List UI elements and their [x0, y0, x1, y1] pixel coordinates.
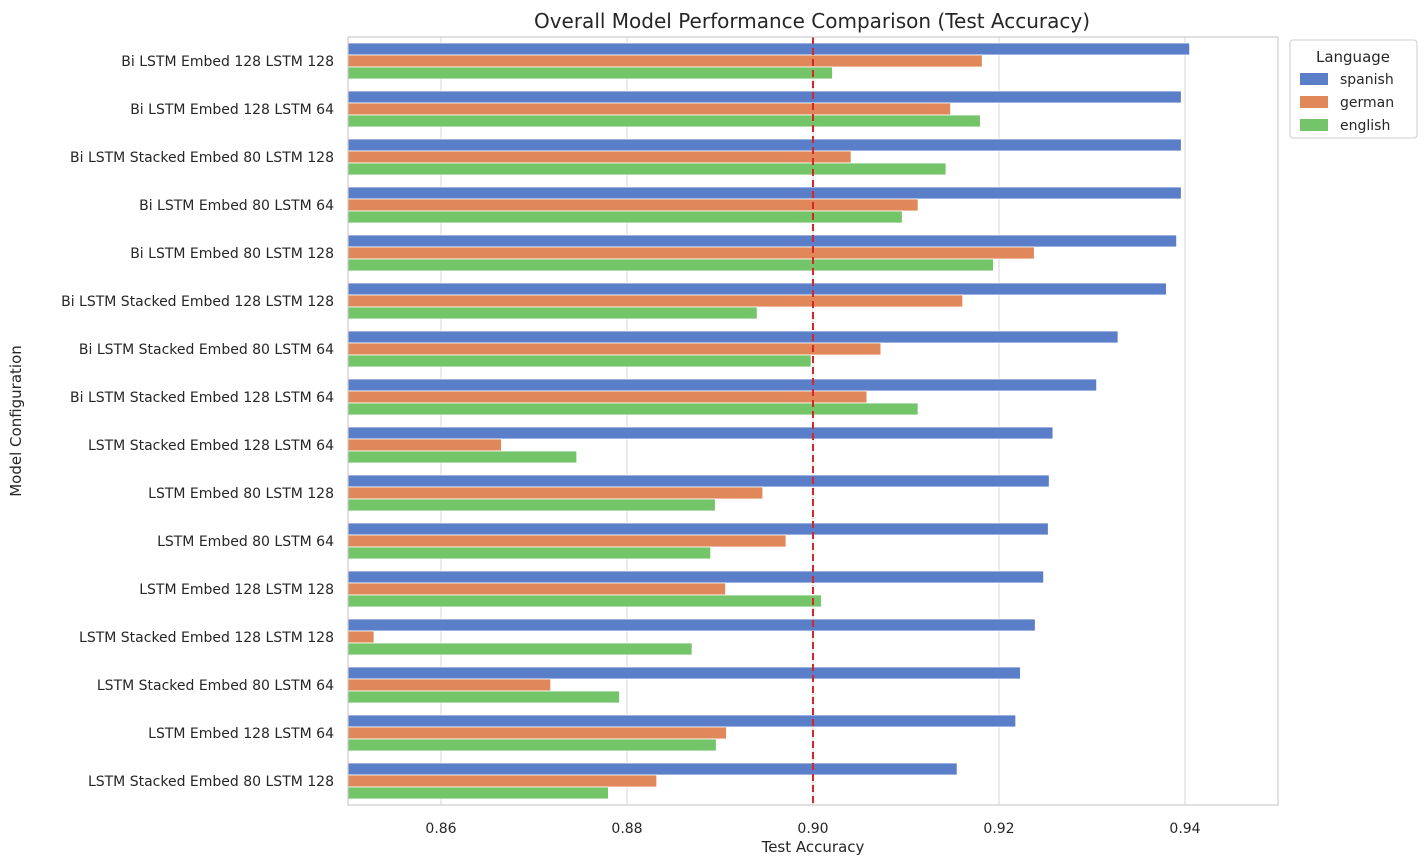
x-tick-label: 0.90 [797, 821, 828, 837]
bar-english [347, 594, 822, 608]
y-tick-label: LSTM Embed 80 LSTM 128 [148, 486, 334, 502]
bar-german [347, 582, 726, 596]
bar-german [347, 486, 764, 500]
legend-swatch-spanish [1300, 73, 1328, 85]
bar-english [347, 258, 994, 272]
bar-english [347, 306, 758, 320]
bar-german [347, 342, 882, 356]
bar-english [347, 690, 620, 704]
y-tick-label: LSTM Stacked Embed 80 LSTM 128 [88, 774, 334, 790]
legend-label-german: german [1340, 95, 1394, 111]
x-tick-label: 0.94 [1169, 821, 1200, 837]
legend-items: spanish german english [1300, 72, 1394, 134]
bar-english [347, 114, 981, 128]
bar-english [347, 402, 919, 416]
y-tick-label: Bi LSTM Embed 128 LSTM 128 [121, 54, 334, 70]
y-axis-label: Model Configuration [7, 345, 25, 497]
bar-german [347, 198, 919, 212]
bar-german [347, 390, 868, 404]
chart-title: Overall Model Performance Comparison (Te… [534, 9, 1090, 33]
legend-frame [1289, 39, 1418, 139]
y-tick-label: Bi LSTM Stacked Embed 80 LSTM 128 [70, 150, 334, 166]
y-tick-label: Bi LSTM Embed 80 LSTM 64 [139, 198, 334, 214]
bar-spanish [347, 666, 1021, 680]
x-tick-label: 0.92 [983, 821, 1014, 837]
legend-swatch-german [1300, 96, 1328, 108]
bar-spanish [347, 330, 1119, 344]
bar-german [347, 54, 983, 68]
y-tick-label: Bi LSTM Embed 80 LSTM 128 [130, 246, 334, 262]
bar-english [347, 642, 693, 656]
bar-english [347, 498, 716, 512]
bar-english [347, 450, 578, 464]
y-tick-label: Bi LSTM Stacked Embed 80 LSTM 64 [79, 342, 334, 358]
y-tick-label: Bi LSTM Stacked Embed 128 LSTM 128 [61, 294, 334, 310]
bar-spanish [347, 714, 1017, 728]
bar-spanish [347, 234, 1178, 248]
bar-german [347, 150, 852, 164]
y-tick-label: LSTM Stacked Embed 80 LSTM 64 [97, 678, 334, 694]
bar-spanish [347, 42, 1191, 56]
bar-spanish [347, 570, 1045, 584]
bar-german [347, 102, 952, 116]
bar-spanish [347, 138, 1182, 152]
bar-german [347, 294, 964, 308]
bar-german [347, 774, 658, 788]
bar-german [347, 246, 1035, 260]
bar-german [347, 630, 375, 644]
bar-spanish [347, 90, 1182, 104]
bar-german [347, 438, 502, 452]
x-tick-label: 0.88 [611, 821, 642, 837]
y-tick-label: LSTM Stacked Embed 128 LSTM 64 [88, 438, 334, 454]
bar-german [347, 534, 787, 548]
bar-spanish [347, 762, 958, 776]
bars [347, 42, 1191, 800]
bar-spanish [347, 282, 1167, 296]
bar-spanish [347, 474, 1050, 488]
bar-english [347, 210, 903, 224]
y-tick-label: Bi LSTM Stacked Embed 128 LSTM 64 [70, 390, 334, 406]
x-tick-label: 0.86 [425, 821, 456, 837]
bar-german [347, 726, 727, 740]
legend-label-spanish: spanish [1340, 72, 1394, 88]
y-tick-label: LSTM Embed 128 LSTM 64 [148, 726, 334, 742]
bar-spanish [347, 378, 1098, 392]
plot-frame [347, 36, 1279, 806]
bar-english [347, 354, 812, 368]
x-axis-label: Test Accuracy [761, 838, 865, 856]
legend-swatch-english [1300, 119, 1328, 131]
x-tick-labels: 0.86 0.88 0.90 0.92 0.94 [425, 821, 1200, 837]
bar-spanish [347, 426, 1054, 440]
legend-title: Language [1316, 48, 1390, 66]
y-tick-label: Bi LSTM Embed 128 LSTM 64 [130, 102, 334, 118]
y-tick-label: LSTM Embed 80 LSTM 64 [157, 534, 334, 550]
bar-english [347, 162, 947, 176]
bar-english [347, 786, 609, 800]
legend-label-english: english [1340, 118, 1390, 134]
bar-english [347, 66, 833, 80]
bar-spanish [347, 186, 1182, 200]
y-tick-labels: Bi LSTM Embed 128 LSTM 128 Bi LSTM Embed … [61, 54, 334, 790]
bar-english [347, 546, 712, 560]
y-tick-label: LSTM Stacked Embed 128 LSTM 128 [79, 630, 334, 646]
bar-english [347, 738, 717, 752]
y-tick-label: LSTM Embed 128 LSTM 128 [139, 582, 334, 598]
bar-german [347, 678, 552, 692]
legend: Language spanish german english [1289, 39, 1418, 139]
bar-spanish [347, 618, 1036, 632]
bar-spanish [347, 522, 1049, 536]
